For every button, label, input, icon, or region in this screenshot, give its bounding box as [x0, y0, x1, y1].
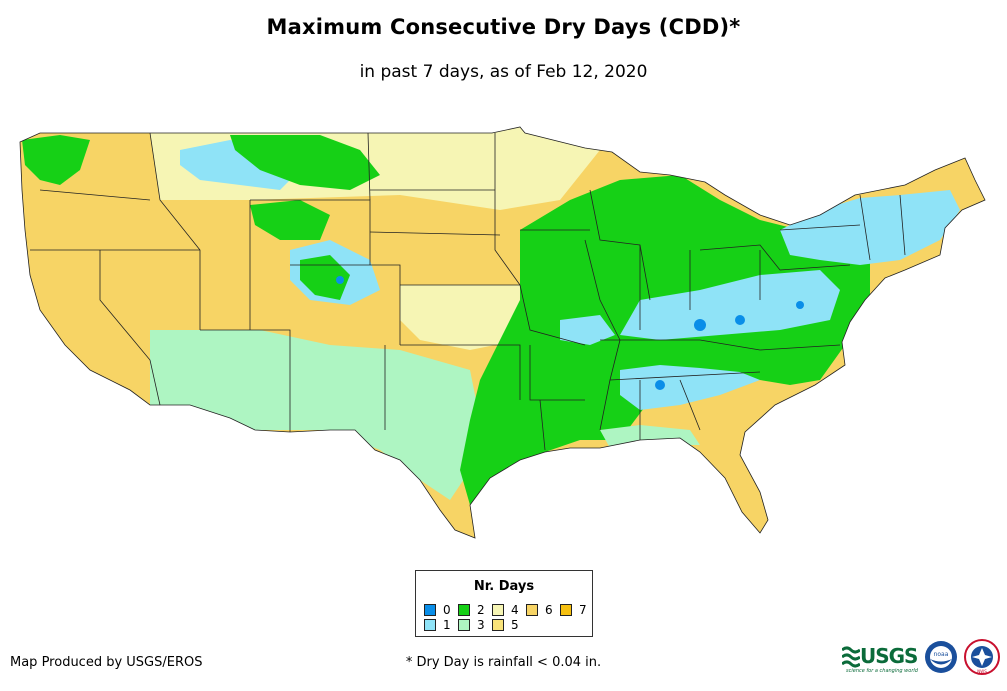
legend-item-3: 3 — [458, 618, 485, 632]
legend-label-0: 0 — [443, 603, 451, 617]
legend-label-6: 6 — [545, 603, 553, 617]
legend-item-7: 7 — [560, 603, 587, 617]
region-washington-green — [22, 135, 90, 185]
usgs-tagline: science for a changing world — [846, 668, 918, 674]
legend-item-6: 6 — [526, 603, 553, 617]
spot-dark-blue-2 — [735, 315, 745, 325]
legend-swatch-1 — [424, 619, 436, 631]
legend-swatch-6 — [526, 604, 538, 616]
legend-label-3: 3 — [477, 618, 485, 632]
region-colorado-green — [300, 255, 350, 300]
noaa-logo-label: noaa — [934, 651, 949, 658]
region-mo-blue — [560, 315, 615, 345]
legend-label-2: 2 — [477, 603, 485, 617]
nws-logo-label: NWS — [977, 669, 987, 674]
noaa-logo: noaa — [925, 641, 957, 673]
map-subtitle: in past 7 days, as of Feb 12, 2020 — [359, 62, 648, 82]
legend-swatch-7 — [560, 604, 572, 616]
spot-dark-blue-1 — [694, 319, 706, 331]
region-sw-light — [150, 330, 480, 500]
legend-box: Nr. Days 0 1 2 3 4 5 6 7 — [415, 570, 593, 637]
us-cdd-map — [19, 126, 986, 539]
region-ok-ks-light — [400, 285, 520, 350]
legend-item-4: 4 — [492, 603, 519, 617]
legend-swatch-3 — [458, 619, 470, 631]
map-title: Maximum Consecutive Dry Days (CDD)* — [266, 15, 741, 39]
agency-logos: USGS science for a changing world noaa N… — [842, 638, 1002, 678]
legend-swatch-0 — [424, 604, 436, 616]
region-ohio-valley-blue — [620, 270, 840, 340]
legend-item-1: 1 — [424, 618, 451, 632]
legend-swatch-2 — [458, 604, 470, 616]
legend-item-0: 0 — [424, 603, 451, 617]
legend-item-2: 2 — [458, 603, 485, 617]
legend-swatch-5 — [492, 619, 504, 631]
legend-label-4: 4 — [511, 603, 519, 617]
spot-dark-blue-4 — [796, 301, 804, 309]
usgs-logo-text: USGS — [860, 644, 918, 668]
state-boundaries — [19, 126, 986, 539]
map-fill-regions — [20, 127, 985, 538]
spot-dark-blue-3 — [655, 380, 665, 390]
footnote: * Dry Day is rainfall < 0.04 in. — [405, 655, 602, 670]
legend-label-1: 1 — [443, 618, 451, 632]
legend-label-5: 5 — [511, 618, 519, 632]
region-wyoming-green — [250, 200, 330, 240]
region-tn-blue — [620, 365, 760, 410]
map-credit: Map Produced by USGS/EROS — [10, 655, 203, 670]
nws-logo: NWS — [964, 639, 1000, 675]
spot-dark-blue-5 — [336, 276, 344, 284]
usgs-logo-mark — [842, 646, 860, 668]
legend-title: Nr. Days — [473, 579, 535, 594]
legend-item-5: 5 — [492, 618, 519, 632]
legend-swatch-4 — [492, 604, 504, 616]
legend-label-7: 7 — [579, 603, 587, 617]
region-montana-green — [230, 135, 380, 190]
